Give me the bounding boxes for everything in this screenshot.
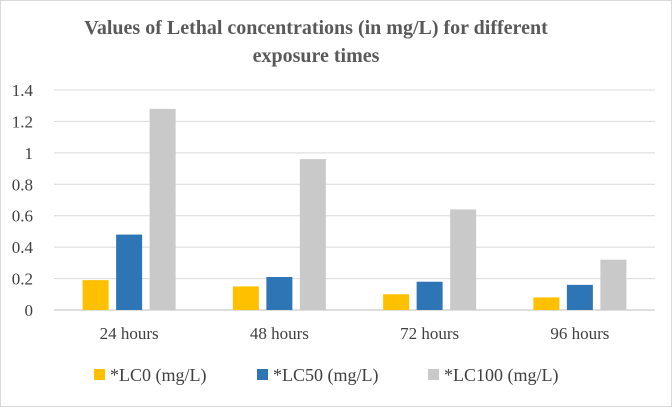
y-tick-label: 0.2 xyxy=(12,270,33,289)
bars xyxy=(82,108,627,310)
x-tick-label: 72 hours xyxy=(400,324,459,343)
bar-lc100-mg-l-72-hours xyxy=(450,209,477,310)
legend: *LC0 (mg/L) *LC50 (mg/L) *LC100 (mg/L) xyxy=(94,365,559,386)
legend-swatch xyxy=(428,369,439,380)
y-axis-ticks: 0 0.2 0.4 0.6 0.8 1 1.2 1.4 xyxy=(12,81,34,320)
legend-label: *LC100 (mg/L) xyxy=(444,365,559,386)
bar-lc100-mg-l-24-hours xyxy=(149,108,176,310)
legend-label: *LC50 (mg/L) xyxy=(273,365,379,386)
bar-lc0-mg-l-48-hours xyxy=(232,286,259,310)
bar-lc50-mg-l-72-hours xyxy=(416,281,443,310)
y-tick-label: 0.6 xyxy=(12,207,33,226)
bar-lc0-mg-l-72-hours xyxy=(383,294,410,310)
legend-swatch xyxy=(94,369,105,380)
y-tick-label: 0.4 xyxy=(12,238,34,257)
legend-label: *LC0 (mg/L) xyxy=(110,365,207,386)
chart-title-line-1: Values of Lethal concentrations (in mg/L… xyxy=(84,17,548,39)
y-tick-label: 0 xyxy=(25,301,34,320)
x-tick-label: 24 hours xyxy=(100,324,159,343)
legend-swatch xyxy=(257,369,268,380)
bar-lc0-mg-l-96-hours xyxy=(533,297,560,310)
y-tick-label: 1 xyxy=(25,144,34,163)
chart-title-line-2: exposure times xyxy=(253,45,380,67)
bar-lc0-mg-l-24-hours xyxy=(82,280,109,310)
y-tick-label: 1.4 xyxy=(12,81,34,100)
x-tick-label: 96 hours xyxy=(550,324,609,343)
y-tick-label: 1.2 xyxy=(12,112,33,131)
bar-lc100-mg-l-48-hours xyxy=(299,159,326,310)
gridlines xyxy=(54,89,655,311)
bar-lc50-mg-l-24-hours xyxy=(116,234,143,310)
x-axis-ticks: 24 hours 48 hours 72 hours 96 hours xyxy=(100,324,610,343)
y-tick-label: 0.8 xyxy=(12,175,33,194)
bar-lc50-mg-l-48-hours xyxy=(266,277,293,310)
bar-lc100-mg-l-96-hours xyxy=(600,259,627,310)
x-tick-label: 48 hours xyxy=(250,324,309,343)
bar-lc50-mg-l-96-hours xyxy=(566,284,593,310)
